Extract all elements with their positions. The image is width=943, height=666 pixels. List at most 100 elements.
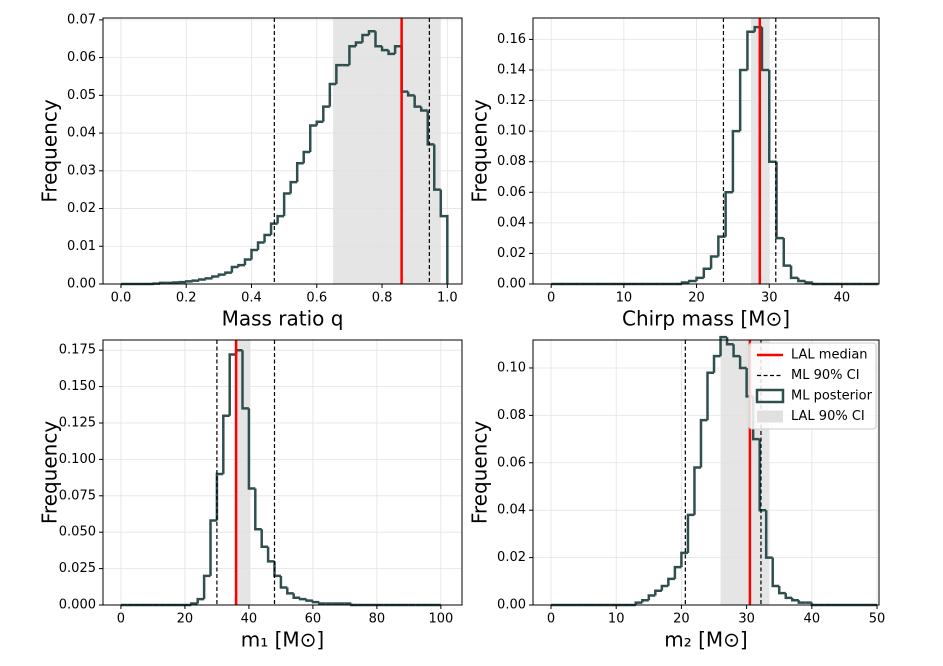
y-tick-label: 0.12 bbox=[497, 93, 526, 108]
histogram-step bbox=[791, 266, 798, 278]
histogram-step bbox=[281, 576, 287, 588]
y-tick-label: 0.150 bbox=[59, 379, 96, 394]
histogram-step bbox=[297, 163, 304, 182]
histogram-step bbox=[206, 278, 213, 279]
y-tick-label: 0.000 bbox=[59, 598, 96, 613]
histogram-step bbox=[245, 259, 252, 265]
y-tick-label: 0.00 bbox=[497, 598, 526, 613]
y-tick-label: 0.175 bbox=[59, 343, 96, 358]
histogram-step bbox=[217, 474, 223, 521]
histogram-step bbox=[799, 600, 806, 602]
y-tick-label: 0.04 bbox=[497, 503, 526, 518]
histogram-step bbox=[714, 356, 721, 373]
histogram-step bbox=[232, 267, 239, 273]
x-tick-label: 20 bbox=[688, 291, 705, 306]
y-tick-label: 0.025 bbox=[59, 561, 96, 576]
y-tick-label: 0.02 bbox=[67, 201, 96, 216]
histogram-step bbox=[268, 547, 274, 562]
histogram-step bbox=[681, 553, 688, 567]
histogram-step bbox=[688, 515, 695, 553]
y-tick-label: 0.04 bbox=[67, 126, 96, 141]
y-tick-label: 0.02 bbox=[497, 246, 526, 261]
y-tick-label: 0.16 bbox=[497, 32, 526, 47]
histogram-step bbox=[287, 588, 293, 594]
histogram-step bbox=[304, 152, 311, 163]
x-tick-label: 1.0 bbox=[437, 291, 458, 306]
histogram-step bbox=[642, 600, 649, 602]
x-tick-label: 50 bbox=[869, 612, 886, 627]
y-tick-label: 0.02 bbox=[497, 550, 526, 565]
histogram-step bbox=[211, 521, 217, 576]
y-tick-label: 0.06 bbox=[497, 185, 526, 200]
histogram-step bbox=[697, 278, 704, 281]
histogram-step bbox=[251, 250, 258, 259]
x-tick-label: 0.2 bbox=[176, 291, 197, 306]
x-axis-label: m₁ [M⊙] bbox=[241, 628, 324, 652]
histogram-step bbox=[779, 586, 786, 593]
histogram-step bbox=[792, 598, 799, 600]
x-tick-label: 10 bbox=[616, 291, 633, 306]
x-tick-label: 20 bbox=[673, 612, 690, 627]
x-tick-label: 0 bbox=[547, 612, 555, 627]
legend-label: LAL median bbox=[791, 348, 868, 363]
x-tick-label: 20 bbox=[177, 612, 194, 627]
x-axis-label: m₂ [M⊙] bbox=[664, 628, 747, 652]
x-tick-label: 0.0 bbox=[111, 291, 132, 306]
y-tick-label: 0.125 bbox=[59, 415, 96, 430]
histogram-step bbox=[249, 408, 255, 488]
histogram-step bbox=[323, 107, 330, 122]
y-tick-label: 0.04 bbox=[497, 215, 526, 230]
legend-swatch bbox=[757, 411, 783, 423]
histogram-step bbox=[773, 558, 780, 586]
histogram-step bbox=[306, 599, 312, 600]
x-tick-label: 10 bbox=[608, 612, 625, 627]
y-tick-label: 0.00 bbox=[67, 277, 96, 292]
histogram-step bbox=[294, 593, 300, 597]
x-tick-label: 40 bbox=[804, 612, 821, 627]
histogram-step bbox=[199, 279, 206, 280]
x-tick-label: 60 bbox=[305, 612, 322, 627]
histogram-step bbox=[238, 265, 245, 267]
y-tick-label: 0.06 bbox=[497, 455, 526, 470]
y-tick-label: 0.100 bbox=[59, 452, 96, 467]
x-tick-label: 0 bbox=[117, 612, 125, 627]
legend-label: ML posterior bbox=[791, 389, 873, 404]
histogram-step bbox=[223, 416, 229, 474]
y-tick-label: 0.01 bbox=[67, 239, 96, 254]
y-tick-label: 0.00 bbox=[497, 277, 526, 292]
y-tick-label: 0.07 bbox=[67, 12, 96, 27]
histogram-step bbox=[310, 126, 317, 152]
histogram-step bbox=[726, 192, 733, 236]
histogram-step bbox=[689, 281, 696, 283]
y-tick-label: 0.10 bbox=[497, 124, 526, 139]
x-axis-label: Chirp mass [M⊙] bbox=[622, 307, 790, 331]
histogram-step bbox=[704, 269, 711, 278]
y-tick-label: 0.05 bbox=[67, 88, 96, 103]
histogram-step bbox=[711, 256, 718, 268]
x-axis-label: Mass ratio q bbox=[222, 307, 344, 331]
legend-label: ML 90% CI bbox=[791, 368, 860, 383]
histogram-step bbox=[198, 599, 204, 603]
histogram-step bbox=[193, 281, 200, 282]
y-tick-label: 0.08 bbox=[497, 154, 526, 169]
histogram-step bbox=[291, 182, 298, 193]
histogram-step bbox=[219, 275, 226, 277]
histogram-step bbox=[319, 602, 325, 603]
histogram-step bbox=[313, 601, 319, 602]
x-tick-label: 0.4 bbox=[241, 291, 262, 306]
y-axis-label: Frequency bbox=[38, 421, 62, 524]
y-tick-label: 0.14 bbox=[497, 62, 526, 77]
x-tick-label: 40 bbox=[834, 291, 851, 306]
histogram-step bbox=[701, 420, 708, 467]
x-tick-label: 80 bbox=[369, 612, 386, 627]
histogram-step bbox=[707, 373, 714, 420]
histogram-step bbox=[662, 586, 669, 591]
histogram-step bbox=[777, 162, 784, 238]
histogram-step bbox=[786, 593, 793, 598]
y-tick-label: 0.08 bbox=[497, 408, 526, 423]
